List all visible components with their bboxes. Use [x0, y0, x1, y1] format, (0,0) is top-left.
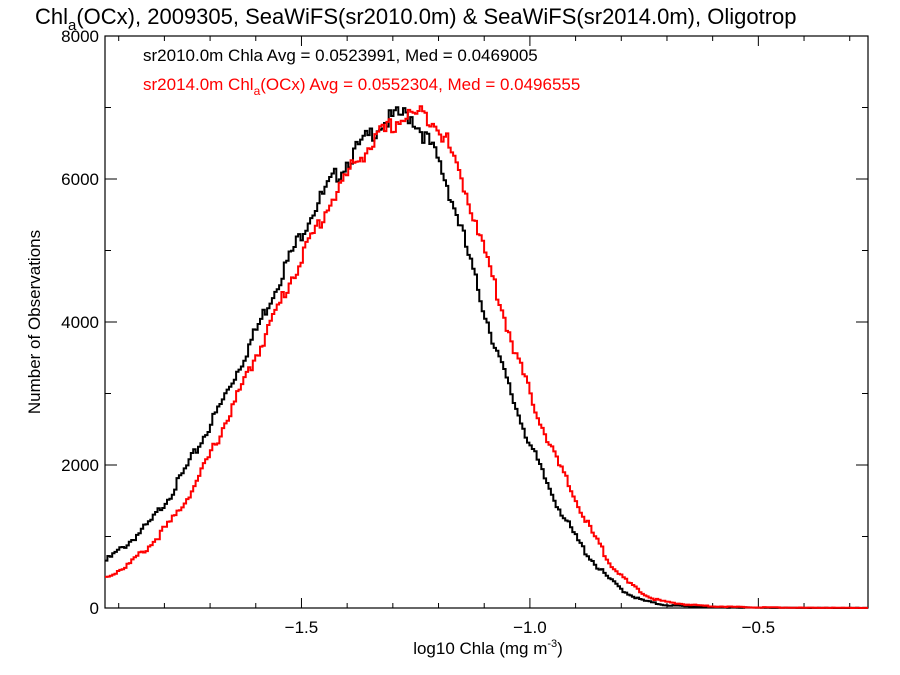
- y-tick-label: 8000: [61, 27, 99, 46]
- y-axis-label: Number of Observations: [25, 230, 44, 414]
- text-subscript: a: [254, 84, 261, 98]
- text-part: sr2014.0m Chl: [143, 75, 254, 94]
- axis-ticks: −1.5 −1.0 −0.5 0 2000 4000 6000 8000: [61, 27, 868, 637]
- x-axis-label: log10 Chla (mg m-3): [413, 638, 563, 658]
- annotations: sr2010.0m Chla Avg = 0.0523991, Med = 0.…: [143, 46, 580, 98]
- text-part: log10 Chla (mg m: [413, 639, 547, 658]
- x-tick-label: −0.5: [742, 618, 776, 637]
- series-group: [105, 105, 868, 609]
- text-part: ): [557, 639, 563, 658]
- series-line-sr2010-0m: [105, 106, 868, 609]
- text-part: sr2010.0m Chla Avg = 0.0523991, Med = 0.…: [143, 46, 538, 65]
- text-part: (OCx), 2009305, SeaWiFS(sr2010.0m) & Sea…: [76, 4, 796, 29]
- text-part: Chl: [35, 4, 68, 29]
- y-tick-label: 6000: [61, 170, 99, 189]
- chart-title: Chla(OCx), 2009305, SeaWiFS(sr2010.0m) &…: [35, 4, 797, 34]
- text-part: (OCx) Avg = 0.0552304, Med = 0.0496555: [260, 75, 580, 94]
- text-superscript: -3: [547, 638, 557, 650]
- y-tick-label: 4000: [61, 313, 99, 332]
- x-tick-label: −1.0: [513, 618, 547, 637]
- y-tick-label: 2000: [61, 456, 99, 475]
- x-tick-label: −1.5: [285, 618, 319, 637]
- annotation-1: sr2010.0m Chla Avg = 0.0523991, Med = 0.…: [143, 46, 538, 65]
- y-tick-label: 0: [90, 599, 99, 618]
- annotation-2: sr2014.0m Chla(OCx) Avg = 0.0552304, Med…: [143, 75, 580, 98]
- series-line-sr2014-0m: [105, 105, 868, 609]
- text-subscript: a: [68, 17, 77, 34]
